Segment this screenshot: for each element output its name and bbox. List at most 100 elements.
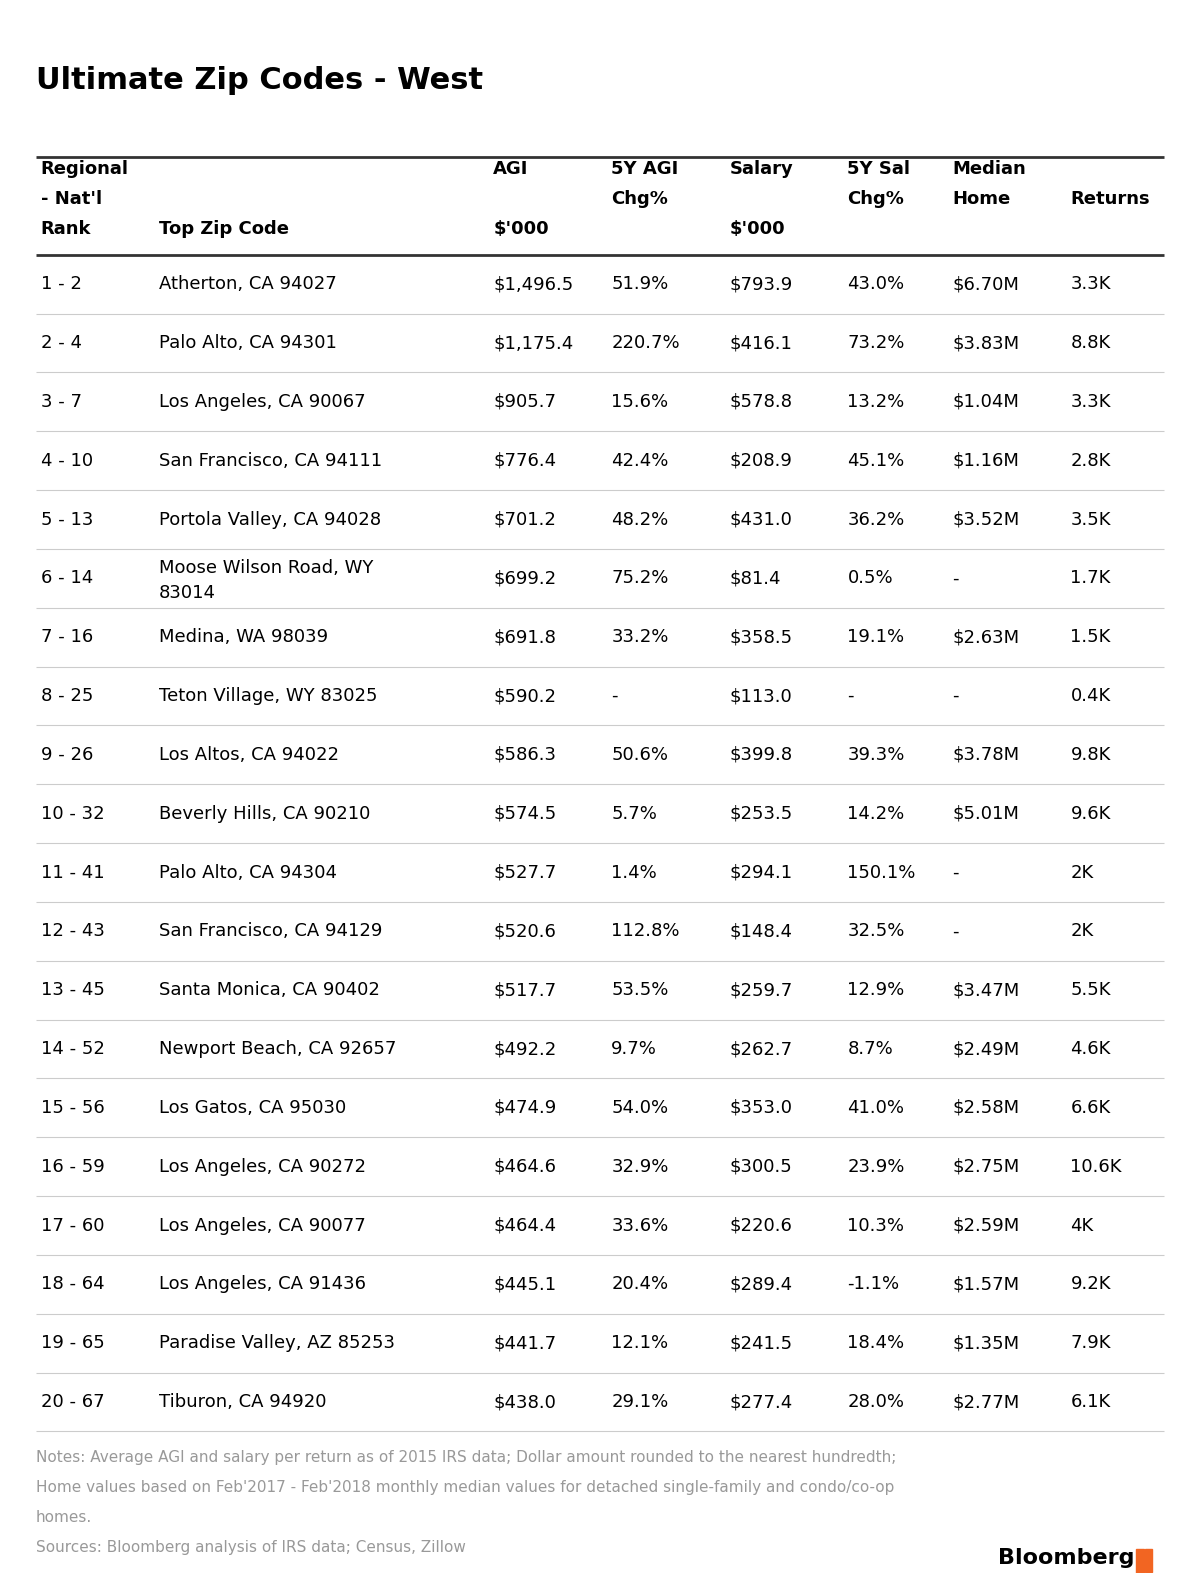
Text: 14 - 52: 14 - 52 <box>41 1040 104 1059</box>
Text: Home values based on Feb'2017 - Feb'2018 monthly median values for detached sing: Home values based on Feb'2017 - Feb'2018… <box>36 1480 894 1496</box>
Text: $699.2: $699.2 <box>493 569 557 587</box>
Text: 13 - 45: 13 - 45 <box>41 982 104 999</box>
Text: 51.9%: 51.9% <box>611 275 668 293</box>
Text: 5.7%: 5.7% <box>611 805 658 823</box>
Text: $445.1: $445.1 <box>493 1276 557 1293</box>
Text: 48.2%: 48.2% <box>611 511 668 529</box>
Text: $3.52M: $3.52M <box>953 511 1020 529</box>
Text: 42.4%: 42.4% <box>611 451 668 470</box>
Text: 83014: 83014 <box>158 584 216 601</box>
Text: 75.2%: 75.2% <box>611 569 668 587</box>
Text: 45.1%: 45.1% <box>847 451 905 470</box>
Text: 33.6%: 33.6% <box>611 1216 668 1235</box>
Text: $492.2: $492.2 <box>493 1040 557 1059</box>
Text: 23.9%: 23.9% <box>847 1158 905 1175</box>
Text: 41.0%: 41.0% <box>847 1100 905 1117</box>
Text: 1.4%: 1.4% <box>611 864 658 881</box>
Text: Newport Beach, CA 92657: Newport Beach, CA 92657 <box>158 1040 396 1059</box>
Text: Ultimate Zip Codes - West: Ultimate Zip Codes - West <box>36 66 484 94</box>
Text: Returns: Returns <box>1070 190 1150 208</box>
Text: $399.8: $399.8 <box>730 746 792 764</box>
Text: $464.4: $464.4 <box>493 1216 557 1235</box>
Text: 39.3%: 39.3% <box>847 746 905 764</box>
Text: 73.2%: 73.2% <box>847 333 905 352</box>
Text: 54.0%: 54.0% <box>611 1100 668 1117</box>
Text: -: - <box>953 864 959 881</box>
Text: Home: Home <box>953 190 1010 208</box>
Text: 12.9%: 12.9% <box>847 982 905 999</box>
Text: $2.63M: $2.63M <box>953 628 1020 647</box>
Text: $3.78M: $3.78M <box>953 746 1020 764</box>
Text: San Francisco, CA 94129: San Francisco, CA 94129 <box>158 922 383 941</box>
Text: 2 - 4: 2 - 4 <box>41 333 82 352</box>
Text: Bloomberg: Bloomberg <box>997 1548 1134 1568</box>
Text: 12 - 43: 12 - 43 <box>41 922 104 941</box>
Text: $474.9: $474.9 <box>493 1100 557 1117</box>
Text: Los Angeles, CA 91436: Los Angeles, CA 91436 <box>158 1276 366 1293</box>
Text: 2K: 2K <box>1070 864 1093 881</box>
Text: $574.5: $574.5 <box>493 805 557 823</box>
Text: 3.3K: 3.3K <box>1070 393 1111 411</box>
Text: $2.77M: $2.77M <box>953 1394 1020 1411</box>
Text: 5Y AGI: 5Y AGI <box>611 160 679 178</box>
Text: $241.5: $241.5 <box>730 1334 792 1353</box>
Text: Top Zip Code: Top Zip Code <box>158 220 289 238</box>
Text: $1,175.4: $1,175.4 <box>493 333 574 352</box>
Text: Chg%: Chg% <box>611 190 668 208</box>
Text: 3.3K: 3.3K <box>1070 275 1111 293</box>
Text: $81.4: $81.4 <box>730 569 781 587</box>
Text: $6.70M: $6.70M <box>953 275 1019 293</box>
Text: $358.5: $358.5 <box>730 628 792 647</box>
Text: Los Angeles, CA 90067: Los Angeles, CA 90067 <box>158 393 366 411</box>
Text: 220.7%: 220.7% <box>611 333 680 352</box>
Text: $253.5: $253.5 <box>730 805 793 823</box>
Text: Los Gatos, CA 95030: Los Gatos, CA 95030 <box>158 1100 346 1117</box>
Text: AGI: AGI <box>493 160 529 178</box>
Text: -: - <box>611 687 618 705</box>
Text: 112.8%: 112.8% <box>611 922 680 941</box>
Text: 18.4%: 18.4% <box>847 1334 905 1353</box>
Text: Paradise Valley, AZ 85253: Paradise Valley, AZ 85253 <box>158 1334 395 1353</box>
Text: $905.7: $905.7 <box>493 393 557 411</box>
Text: 20.4%: 20.4% <box>611 1276 668 1293</box>
Text: 3.5K: 3.5K <box>1070 511 1111 529</box>
Text: -: - <box>953 687 959 705</box>
Text: 15 - 56: 15 - 56 <box>41 1100 104 1117</box>
Text: $590.2: $590.2 <box>493 687 557 705</box>
Text: 29.1%: 29.1% <box>611 1394 668 1411</box>
Text: Tiburon, CA 94920: Tiburon, CA 94920 <box>158 1394 326 1411</box>
Text: $527.7: $527.7 <box>493 864 557 881</box>
Text: $441.7: $441.7 <box>493 1334 557 1353</box>
Text: $'000: $'000 <box>493 220 548 238</box>
Text: $3.83M: $3.83M <box>953 333 1020 352</box>
Text: 1 - 2: 1 - 2 <box>41 275 82 293</box>
Text: 0.5%: 0.5% <box>847 569 893 587</box>
Text: 50.6%: 50.6% <box>611 746 668 764</box>
Text: $701.2: $701.2 <box>493 511 556 529</box>
Text: $691.8: $691.8 <box>493 628 556 647</box>
Text: Notes: Average AGI and salary per return as of 2015 IRS data; Dollar amount roun: Notes: Average AGI and salary per return… <box>36 1450 896 1466</box>
Text: $578.8: $578.8 <box>730 393 792 411</box>
Text: $289.4: $289.4 <box>730 1276 792 1293</box>
Text: $1.35M: $1.35M <box>953 1334 1020 1353</box>
Text: 10.6K: 10.6K <box>1070 1158 1122 1175</box>
Text: 28.0%: 28.0% <box>847 1394 905 1411</box>
Text: 10.3%: 10.3% <box>847 1216 905 1235</box>
Text: 2K: 2K <box>1070 922 1093 941</box>
Text: $'000: $'000 <box>730 220 785 238</box>
Text: 20 - 67: 20 - 67 <box>41 1394 104 1411</box>
Text: $277.4: $277.4 <box>730 1394 793 1411</box>
Text: 150.1%: 150.1% <box>847 864 916 881</box>
Text: 8.8K: 8.8K <box>1070 333 1111 352</box>
Text: Moose Wilson Road, WY: Moose Wilson Road, WY <box>158 558 373 577</box>
Text: $2.49M: $2.49M <box>953 1040 1020 1059</box>
Text: 12.1%: 12.1% <box>611 1334 668 1353</box>
Text: 18 - 64: 18 - 64 <box>41 1276 104 1293</box>
Text: $517.7: $517.7 <box>493 982 557 999</box>
Text: -: - <box>953 569 959 587</box>
Text: 53.5%: 53.5% <box>611 982 668 999</box>
Text: 1.5K: 1.5K <box>1070 628 1111 647</box>
Text: $2.58M: $2.58M <box>953 1100 1020 1117</box>
Text: 9.8K: 9.8K <box>1070 746 1111 764</box>
Text: $5.01M: $5.01M <box>953 805 1019 823</box>
